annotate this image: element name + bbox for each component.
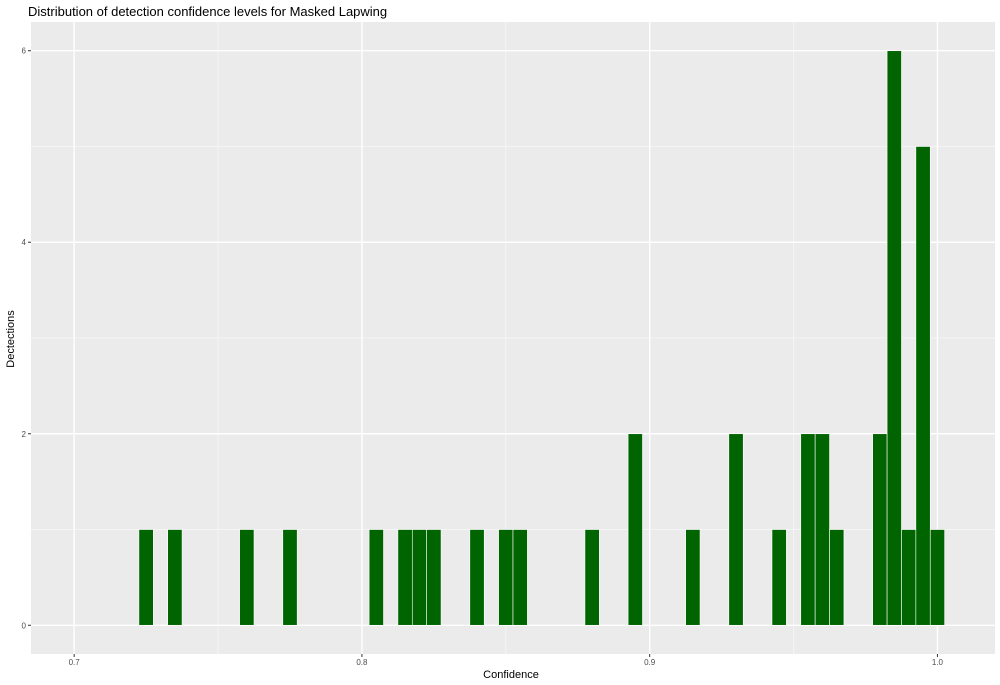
bar: [167, 529, 183, 626]
y-axis-title: Dectections: [5, 310, 17, 368]
bar: [469, 529, 485, 626]
bar: [498, 529, 514, 626]
bar: [814, 433, 830, 626]
bar: [282, 529, 298, 626]
bar: [512, 529, 528, 626]
x-axis-title: Confidence: [483, 669, 539, 681]
bar: [239, 529, 255, 626]
bar: [728, 433, 744, 626]
x-axis: 0.7 0.8 0.9 1.0: [69, 654, 944, 667]
y-tick-label: 6: [22, 47, 27, 56]
bar: [397, 529, 413, 626]
y-tick-label: 2: [22, 430, 27, 439]
bar: [411, 529, 427, 626]
bar: [685, 529, 701, 626]
bar: [886, 50, 902, 626]
y-tick-label: 0: [22, 621, 27, 630]
bar: [829, 529, 845, 626]
bar: [368, 529, 384, 626]
bars: [138, 50, 945, 626]
y-axis: 0 2 4 6: [22, 47, 31, 630]
bar: [426, 529, 442, 626]
bar: [872, 433, 888, 626]
x-tick-label: 1.0: [932, 658, 944, 667]
x-tick-label: 0.8: [356, 658, 368, 667]
y-tick-label: 4: [22, 238, 27, 247]
x-tick-label: 0.9: [644, 658, 656, 667]
x-tick-label: 0.7: [69, 658, 81, 667]
bar: [901, 529, 917, 626]
bar: [915, 146, 931, 626]
chart-title: Distribution of detection confidence lev…: [28, 4, 387, 19]
bar: [771, 529, 787, 626]
bar: [627, 433, 643, 626]
bar: [138, 529, 154, 626]
bar: [929, 529, 945, 626]
bar: [584, 529, 600, 626]
bar: [800, 433, 816, 626]
